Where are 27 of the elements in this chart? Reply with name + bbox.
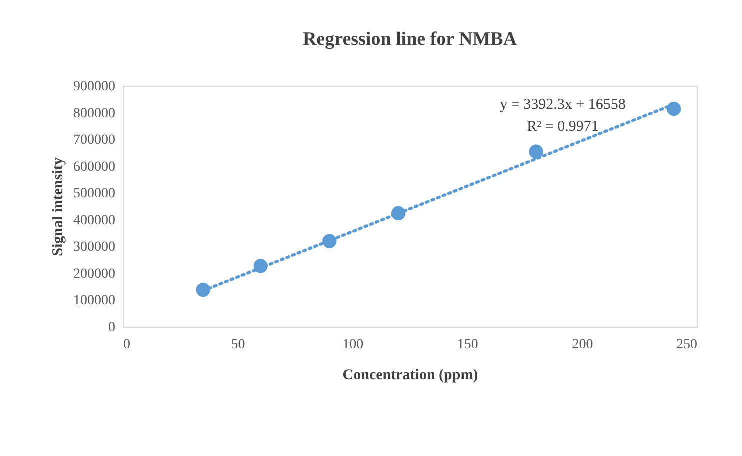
x-tick-label: 0 <box>124 338 130 352</box>
x-tick-label: 100 <box>342 338 364 352</box>
point <box>254 259 268 274</box>
y-tick-label: 700000 <box>74 133 116 148</box>
point <box>322 234 337 248</box>
y-tick-label: 200000 <box>74 266 116 282</box>
point <box>391 206 406 221</box>
point <box>196 282 210 298</box>
x-tick-label: 200 <box>572 338 594 352</box>
y-tick-label: 100000 <box>74 294 116 309</box>
x-axis-title: Concentration (ppm) <box>342 368 478 384</box>
y-tick-label: 400000 <box>74 213 116 228</box>
y-tick-label: 300000 <box>74 240 116 256</box>
chart-title: Regression line for NMBA <box>302 29 518 50</box>
y-tick-label: 800000 <box>74 106 116 122</box>
point <box>529 144 544 159</box>
y-tick-label: 600000 <box>74 160 116 175</box>
annotation: y = 3392.3x + 16558 <box>500 97 626 113</box>
x-tick-label: 250 <box>676 338 698 352</box>
y-axis-title: Signal intensity <box>50 157 66 256</box>
y-tick-label: 0 <box>108 320 116 336</box>
x-tick-label: 150 <box>457 338 478 352</box>
y-tick-label: 900000 <box>74 80 116 94</box>
x-tick-label: 50 <box>231 338 246 352</box>
annotation: R² = 0.9971 <box>527 119 599 135</box>
point <box>666 102 682 116</box>
y-tick-label: 500000 <box>74 186 116 202</box>
